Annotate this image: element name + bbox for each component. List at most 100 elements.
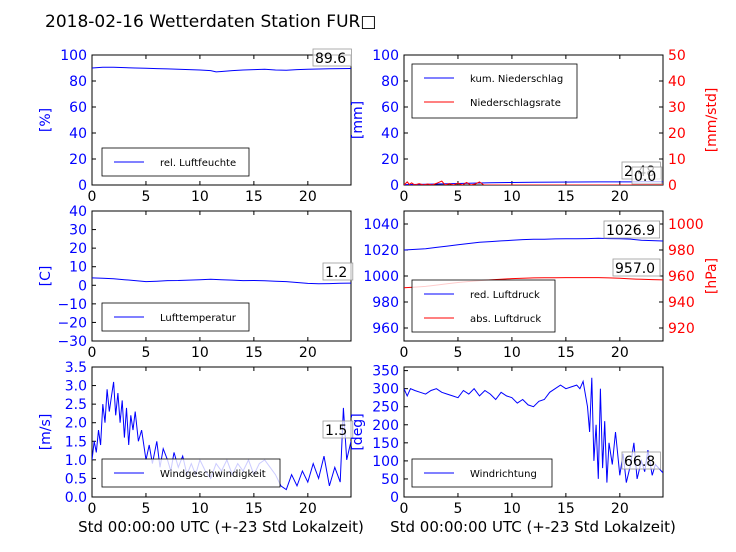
x-tick-label: 20	[611, 189, 629, 205]
legend-box	[411, 279, 556, 333]
y-right-tick-label: 0	[668, 178, 677, 194]
legend-entry: Niederschlagsrate	[470, 98, 561, 109]
y-right-tick-label: 920	[668, 321, 695, 337]
latest-value-box	[631, 166, 663, 185]
latest-value-label: 1.5	[325, 423, 347, 439]
y-tick-label: 350	[372, 364, 399, 380]
y-tick-label: 3.5	[65, 360, 87, 376]
series-line-2	[404, 180, 663, 185]
x-tick-label: 5	[453, 501, 462, 517]
y-tick-label: 2.5	[65, 397, 87, 413]
y-tick-label: 0	[390, 178, 399, 194]
series-line-1	[404, 377, 663, 483]
legend-entry: Windrichtung	[470, 469, 537, 480]
x-tick-label: 10	[503, 189, 521, 205]
y-tick-label: 300	[372, 382, 399, 398]
y-tick-label: −10	[57, 297, 87, 313]
y-right-tick-label: 20	[668, 126, 686, 142]
y-tick-label: 10	[69, 260, 87, 276]
panel-humidity: 0 5 10 15 20 0 20 40 60 80 100 [%] 89.6 rel. Luftfeuc…	[38, 48, 352, 205]
y-tick-label: 1.5	[65, 434, 87, 450]
y-tick-label: 20	[381, 152, 399, 168]
y-axis-label: [mm]	[350, 101, 366, 139]
panel-windspeed: 0 5 10 15 20 0.0 0.5 1.0 1.5 2.0 2.5 3.0 3.5 [m/s] 1.5…	[38, 360, 354, 517]
y-tick-label: 1.0	[65, 453, 87, 469]
x-tick-label: 15	[245, 189, 263, 205]
y-tick-label: 0.5	[65, 471, 87, 487]
y-tick-label: 20	[69, 241, 87, 257]
y-tick-label: 0	[390, 490, 399, 506]
x-tick-label: 5	[141, 189, 150, 205]
x-tick-label: 15	[557, 501, 575, 517]
series-line-1	[404, 181, 663, 185]
y-right-tick-label: 960	[668, 269, 695, 285]
y-tick-label: 1020	[363, 243, 399, 259]
x-tick-label: 15	[245, 345, 263, 361]
y-tick-label: 60	[69, 100, 87, 116]
x-tick-label: 15	[557, 345, 575, 361]
x-tick-label: 5	[453, 345, 462, 361]
y-axis-label: [%]	[38, 108, 54, 132]
y-tick-label: 80	[69, 74, 87, 90]
y-axis-label-right: [hPa]	[704, 258, 720, 294]
y-tick-label: 250	[372, 400, 399, 416]
x-tick-label: 0	[88, 189, 97, 205]
legend-entry: abs. Luftdruck	[470, 314, 541, 325]
latest-value-box	[312, 48, 352, 67]
x-tick-label: 20	[299, 501, 317, 517]
x-tick-label: 5	[453, 189, 462, 205]
legend-entry: red. Luftdruck	[470, 290, 540, 301]
y-right-tick-label: 30	[668, 100, 686, 116]
latest-value-box	[621, 451, 661, 470]
figure-title: 2018-02-16 Wetterdaten Station FUR□	[45, 12, 376, 32]
y-right-tick-label: 940	[668, 295, 695, 311]
latest-value-label: 957.0	[615, 261, 655, 277]
panel-pressure: 0 5 10 15 20 960 980 1000 1020 1040 920 940 960 980 10…	[363, 210, 720, 361]
x-axis-label-right: Std 00:00:00 UTC (+-23 Std Lokalzeit)	[390, 518, 676, 536]
x-tick-label: 0	[88, 345, 97, 361]
plot-frame	[403, 366, 664, 498]
y-tick-label: 150	[372, 436, 399, 452]
y-tick-label: 40	[69, 126, 87, 142]
y-tick-label: 100	[372, 454, 399, 470]
y-axis-label: [C]	[38, 266, 54, 287]
plot-frame	[91, 54, 352, 186]
y-axis-label-right: [mm/std]	[704, 88, 720, 153]
latest-value-label: 0.0	[634, 169, 656, 185]
x-tick-label: 0	[400, 345, 409, 361]
y-right-tick-label: 980	[668, 243, 695, 259]
y-tick-label: 0	[78, 278, 87, 294]
x-tick-label: 5	[141, 345, 150, 361]
y-tick-label: 1040	[363, 217, 399, 233]
latest-value-box	[322, 420, 354, 439]
y-tick-label: 100	[372, 48, 399, 64]
y-tick-label: −20	[57, 315, 87, 331]
legend-box	[411, 63, 578, 119]
x-tick-label: 20	[299, 345, 317, 361]
x-tick-label: 20	[611, 501, 629, 517]
panel-temperature: 0 5 10 15 20 −30 −20 −10 0 10 20 30 40 [C] 1.2 Lufttemp…	[38, 204, 354, 361]
x-tick-label: 0	[400, 189, 409, 205]
y-tick-label: 30	[69, 223, 87, 239]
y-tick-label: −30	[57, 334, 87, 350]
series-line-1	[92, 381, 351, 491]
latest-value-box	[322, 262, 354, 281]
y-right-tick-label: 1000	[668, 217, 704, 233]
latest-value-label: 1026.9	[606, 223, 655, 239]
y-tick-label: 980	[372, 295, 399, 311]
latest-value-label: 89.6	[315, 51, 346, 67]
y-tick-label: 40	[381, 126, 399, 142]
y-tick-label: 80	[381, 74, 399, 90]
y-tick-label: 2.0	[65, 416, 87, 432]
panel-winddir: 0 5 10 15 20050100150200250300350[deg]66.8Wi…	[350, 364, 664, 517]
y-tick-label: 0	[78, 178, 87, 194]
legend-entry: rel. Luftfeuchte	[160, 158, 236, 169]
y-tick-label: 40	[69, 204, 87, 220]
x-tick-label: 10	[191, 501, 209, 517]
x-tick-label: 15	[557, 189, 575, 205]
latest-value-box	[603, 220, 660, 239]
x-tick-label: 10	[191, 189, 209, 205]
series-line-1	[404, 237, 663, 251]
legend-entry: Windgeschwindigkeit	[160, 469, 266, 480]
